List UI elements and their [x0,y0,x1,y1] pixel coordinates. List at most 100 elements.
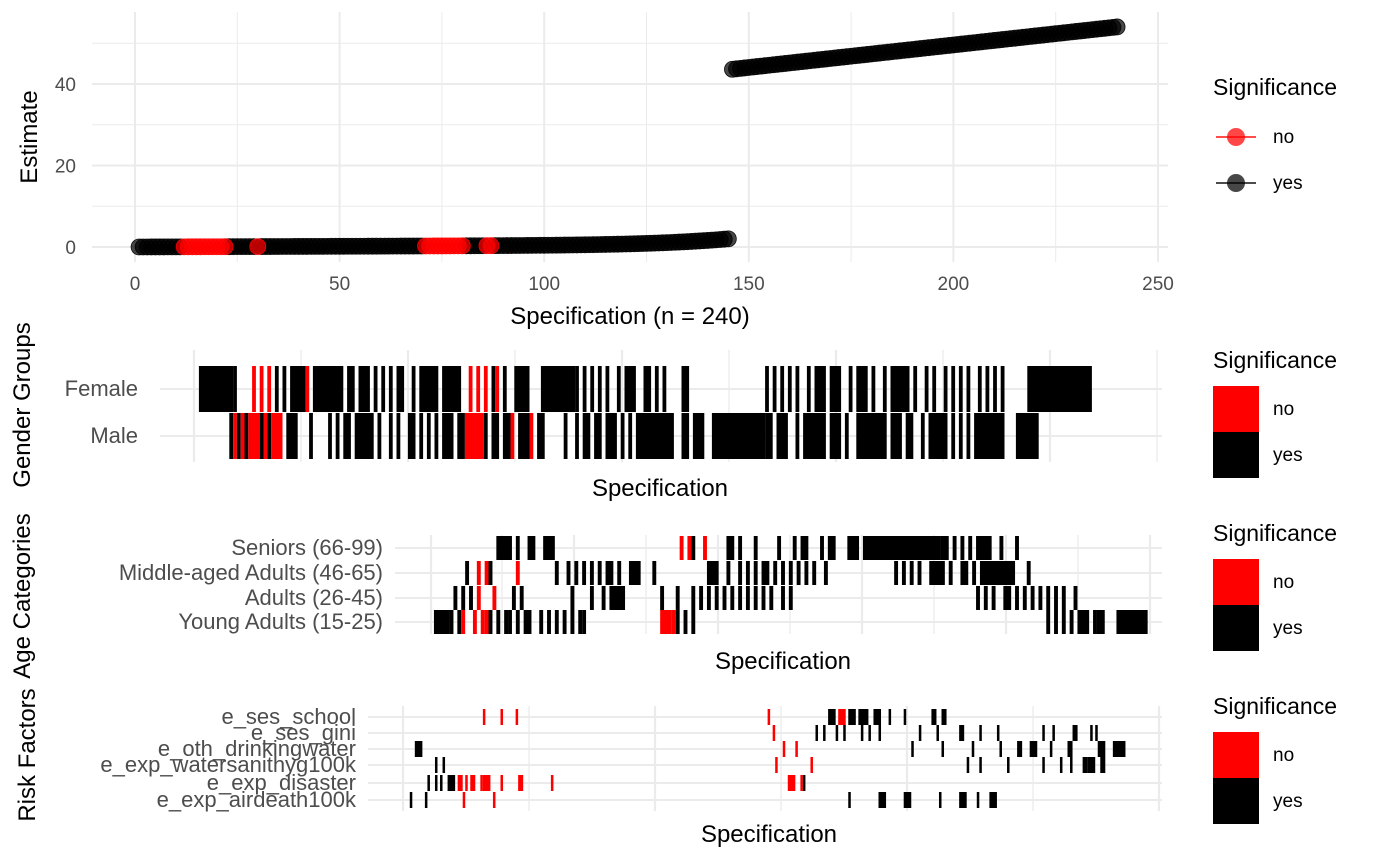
spec-tile [703,536,707,560]
spec-tile [426,413,431,459]
spec-tile [562,610,567,634]
spec-tile [958,413,963,459]
spec-tile [419,413,424,459]
spec-tile [1069,610,1074,634]
spec-tile [960,561,969,585]
spec-tile [989,792,997,808]
spec-tile [609,586,626,610]
spec-tile [396,366,405,412]
spec-tile [442,366,462,412]
spec-tile [511,586,516,610]
spec-tile [1022,586,1027,610]
spec-tile [675,610,680,634]
spec-tile [233,413,237,459]
spec-tile [1026,561,1031,585]
spec-tile [871,366,876,412]
spec-tile [692,413,705,459]
spec-tile [496,536,512,560]
spec-tile [496,610,501,634]
spec-tile [691,586,696,610]
spec-tile [1059,757,1063,773]
spec-tile [856,413,887,459]
spec-tile [761,561,770,585]
spec-tile [328,413,332,459]
x-tick-label: 0 [130,274,141,295]
spec-tile [589,561,594,585]
data-point [482,237,500,255]
spec-tile [563,413,568,459]
spec-tile [1003,586,1012,610]
spec-tile [835,725,839,741]
spec-tile [862,536,941,560]
spec-tile [198,366,234,412]
spec-tile [259,413,264,459]
spec-tile [414,741,423,757]
spec-tile [858,709,869,725]
spec-tile [482,775,491,791]
x-tick-label: 100 [528,274,560,295]
spec-tile [554,610,559,634]
spec-tile [396,413,401,459]
age-panel-legend: Significance no yes [1213,520,1337,651]
legend-label: no [1273,745,1294,766]
spec-tile [1046,610,1051,634]
spec-tile [706,561,719,585]
spec-tile [290,366,310,412]
spec-tile [589,586,594,610]
estimate-panel: 0 50 100 150 200 250 0 20 40 Specification (n = 2… [16,12,1174,330]
spec-tile [968,536,973,560]
spec-tile [814,366,826,412]
y-axis-label: Risk Factors [14,688,41,821]
spec-tile [985,366,990,412]
spec-tile [554,561,559,585]
data-point [453,237,471,255]
legend-swatch [1213,605,1259,651]
spec-tile [1017,741,1023,757]
category-label: Male [90,423,138,448]
spec-tile [476,366,481,412]
spec-tile [236,413,241,459]
spec-tile [991,586,996,610]
spec-tile [462,792,466,808]
spec-tile [1116,610,1148,634]
category-label: e_ses_school [221,704,356,729]
spec-tile [726,536,735,560]
spec-tile [461,586,466,610]
spec-tile [788,561,793,585]
spec-tile [753,586,758,610]
spec-tile [518,775,524,791]
spec-tile [920,413,925,459]
spec-tile [442,757,446,773]
spec-tile [514,366,530,412]
spec-tile [643,366,652,412]
spec-tile [1049,741,1053,757]
spec-tile [468,366,473,412]
spec-tile [1082,757,1088,773]
spec-tile [469,586,473,610]
spec-tile [539,610,544,634]
legend-label: yes [1273,445,1303,466]
spec-tile [767,709,771,725]
spec-tile [566,561,571,585]
legend-title: Significance [1213,693,1337,719]
spec-tile [1052,725,1055,741]
spec-tile [979,757,982,773]
spec-tile [377,413,382,459]
spec-tile [777,536,782,560]
spec-tile [788,586,793,610]
spec-tile [515,561,520,585]
spec-tile [796,561,801,585]
spec-tile [775,757,778,773]
spec-tile [267,366,272,412]
spec-tile [624,366,636,412]
spec-tile [529,413,534,459]
spec-tile [597,366,602,412]
spec-tile [660,610,672,634]
spec-tile [465,561,470,585]
spec-tile [776,413,788,459]
spec-tile [959,792,967,808]
spec-tile [878,725,882,741]
spec-tile [675,586,680,610]
spec-tile [671,610,676,634]
spec-tile [802,775,806,791]
